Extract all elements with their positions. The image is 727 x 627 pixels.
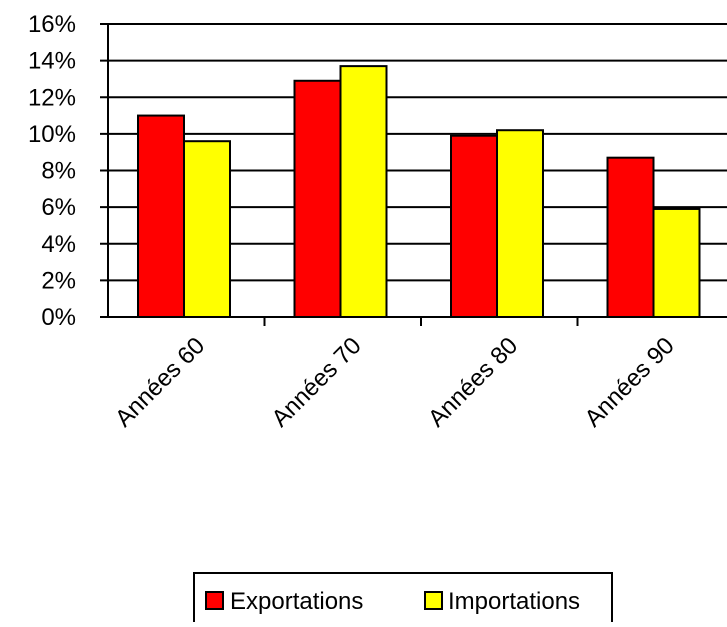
y-tick-label: 4% xyxy=(41,231,76,258)
bar-importations xyxy=(339,65,388,319)
x-tick-label: Années 70 xyxy=(266,332,366,432)
y-tick-label: 8% xyxy=(41,158,76,185)
bar-importations xyxy=(496,129,544,318)
x-tick-labels: Années 60 Années 70 Années 80 Années 90 xyxy=(110,332,680,432)
y-tick-label: 16% xyxy=(28,11,76,38)
legend-box xyxy=(193,572,613,627)
x-tick-label: Années 80 xyxy=(423,332,523,432)
x-tick-label: Années 90 xyxy=(579,332,679,432)
bar-importations xyxy=(183,140,231,318)
bar-exportations xyxy=(293,79,342,318)
bar-exportations xyxy=(137,114,185,318)
legend-swatch-importations xyxy=(424,591,443,610)
y-tick-label: 10% xyxy=(28,121,76,148)
y-tick-label: 6% xyxy=(41,194,76,221)
x-tick-label: Années 60 xyxy=(110,332,210,432)
legend-label: Importations xyxy=(448,588,580,615)
y-tick-labels: 0% 2% 4% 6% 8% 10% 12% 14% 16% xyxy=(28,11,76,331)
bar-importations xyxy=(652,207,701,318)
legend-label: Exportations xyxy=(230,588,363,615)
axes xyxy=(100,23,727,326)
y-tick-label: 0% xyxy=(41,304,76,331)
y-tick-label: 14% xyxy=(28,48,76,75)
y-tick-label: 12% xyxy=(28,84,76,111)
legend-swatch-exportations xyxy=(205,591,224,610)
bars xyxy=(137,65,701,319)
bar-exportations xyxy=(606,156,655,318)
y-tick-label: 2% xyxy=(41,267,76,294)
bar-exportations xyxy=(450,134,498,318)
legend: Exportations Importations xyxy=(193,572,613,627)
